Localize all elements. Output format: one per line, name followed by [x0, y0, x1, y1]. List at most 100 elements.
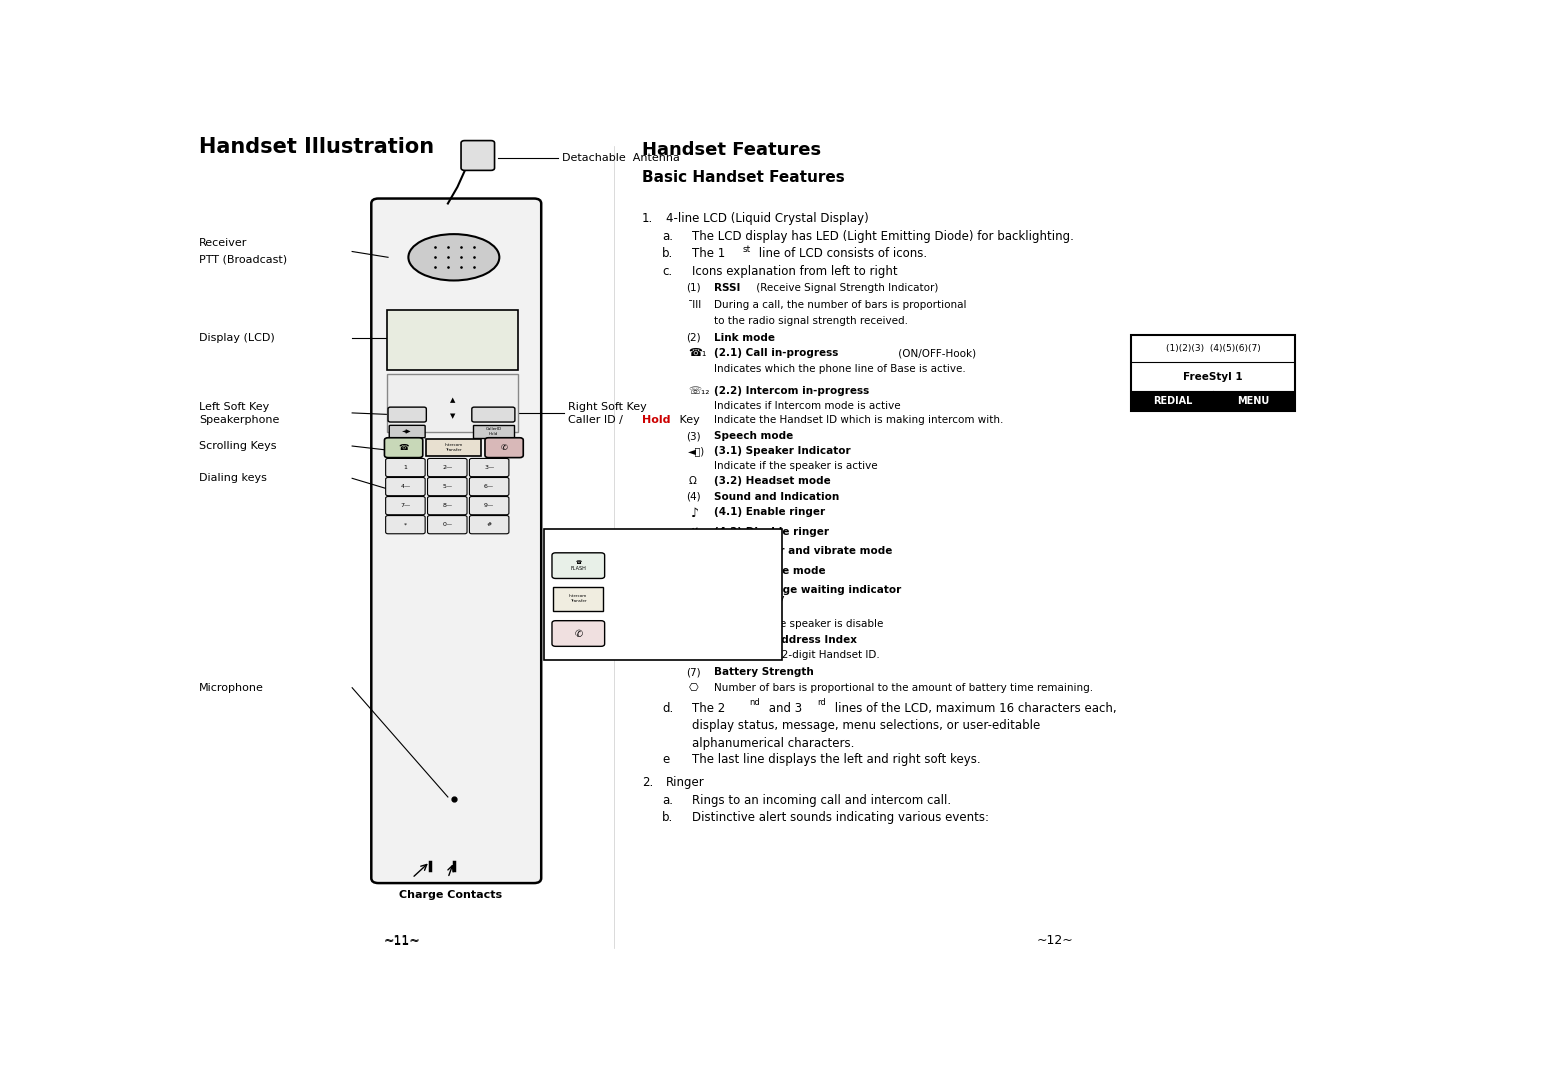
Text: stand by mode from menu: stand by mode from menu: [613, 636, 752, 647]
Text: Left Soft Key: Left Soft Key: [199, 402, 269, 412]
Text: (•): (•): [687, 567, 703, 576]
Text: : Talk / Flash key: : Talk / Flash key: [613, 561, 699, 571]
Text: Rings to an incoming call and intercom call.: Rings to an incoming call and intercom c…: [692, 793, 951, 806]
FancyBboxPatch shape: [469, 516, 510, 534]
Text: Distinctive alert sounds indicating various events:: Distinctive alert sounds indicating vari…: [692, 811, 990, 825]
Bar: [1214, 391, 1294, 411]
Text: Dialing keys: Dialing keys: [199, 473, 267, 484]
Text: Right Soft Key: Right Soft Key: [568, 402, 647, 412]
Text: Number of bars is proportional to the amount of battery time remaining.: Number of bars is proportional to the am…: [713, 683, 1093, 692]
FancyBboxPatch shape: [553, 553, 605, 578]
Text: ✗: ✗: [689, 527, 699, 540]
Text: Indicates which the phone line of Base is active.: Indicates which the phone line of Base i…: [713, 364, 965, 374]
Text: 7—: 7—: [400, 503, 411, 508]
Text: ☎
FLASH: ☎ FLASH: [570, 560, 587, 571]
Text: key: key: [763, 593, 784, 604]
Text: Transfer: Transfer: [706, 593, 753, 604]
Text: 1: 1: [403, 465, 408, 470]
Text: Battery Strength: Battery Strength: [713, 666, 814, 677]
Text: PTT (Broadcast): PTT (Broadcast): [199, 255, 287, 264]
Text: Displays the 2-digit Handset ID.: Displays the 2-digit Handset ID.: [713, 650, 879, 660]
Text: alphanumerical characters.: alphanumerical characters.: [692, 736, 854, 749]
FancyBboxPatch shape: [553, 620, 605, 646]
Text: (7): (7): [686, 666, 701, 677]
Text: st: st: [743, 245, 750, 254]
Text: (5): (5): [686, 604, 701, 614]
Text: 5—: 5—: [442, 484, 452, 489]
Text: 11: 11: [690, 650, 706, 663]
Text: b.: b.: [662, 247, 673, 260]
Text: Receiver: Receiver: [199, 239, 247, 248]
Text: 2.: 2.: [642, 776, 653, 789]
Text: (4.3) Ringer and vibrate mode: (4.3) Ringer and vibrate mode: [713, 546, 892, 556]
Text: The LCD display has LED (Light Emitting Diode) for backlighting.: The LCD display has LED (Light Emitting …: [692, 230, 1075, 243]
FancyBboxPatch shape: [428, 497, 466, 515]
Text: REDIAL: REDIAL: [1153, 396, 1192, 405]
Text: During a call, the number of bars is proportional: During a call, the number of bars is pro…: [713, 300, 967, 311]
Text: Disable PA: Disable PA: [713, 604, 775, 614]
Text: (2.1) Call in-progress: (2.1) Call in-progress: [713, 348, 838, 358]
Text: Display (LCD): Display (LCD): [199, 332, 275, 343]
Text: Caller ID /: Caller ID /: [568, 415, 625, 426]
FancyBboxPatch shape: [428, 516, 466, 534]
Text: MENU: MENU: [1237, 396, 1269, 405]
Text: b.: b.: [662, 811, 673, 825]
Text: #: #: [486, 522, 493, 527]
FancyBboxPatch shape: [553, 587, 604, 611]
Text: ♫○: ♫○: [687, 546, 707, 556]
Text: ⍄: ⍄: [690, 619, 696, 629]
Text: 0—: 0—: [442, 522, 452, 527]
Text: ✆: ✆: [574, 629, 582, 639]
Text: Charge Contacts: Charge Contacts: [398, 890, 502, 900]
Text: (4.2) Disable ringer: (4.2) Disable ringer: [713, 527, 829, 538]
Text: ▼: ▼: [449, 413, 455, 419]
Text: Hold: Hold: [642, 415, 670, 426]
Text: ~12~: ~12~: [1036, 934, 1073, 947]
FancyBboxPatch shape: [472, 426, 514, 438]
FancyBboxPatch shape: [384, 438, 423, 458]
Text: (4.4) Vibrate mode: (4.4) Vibrate mode: [713, 567, 824, 576]
FancyBboxPatch shape: [388, 407, 426, 422]
Text: The 2: The 2: [692, 702, 726, 715]
Ellipse shape: [408, 234, 499, 281]
Text: ☎₁: ☎₁: [689, 348, 707, 358]
Text: Basic Handset Features: Basic Handset Features: [642, 170, 845, 185]
Text: Handset Features: Handset Features: [642, 142, 821, 159]
Text: lines of the LCD, maximum 16 characters each,: lines of the LCD, maximum 16 characters …: [831, 702, 1116, 715]
Text: (6): (6): [686, 634, 701, 645]
Text: ✆: ✆: [500, 443, 508, 453]
Text: (1)(2)(3)  (4)(5)(6)(7): (1)(2)(3) (4)(5)(6)(7): [1166, 344, 1260, 353]
Text: Icons explanation from left to right: Icons explanation from left to right: [692, 264, 897, 277]
Text: Ω: Ω: [689, 476, 696, 486]
FancyBboxPatch shape: [386, 497, 425, 515]
Text: 8—: 8—: [442, 503, 452, 508]
Text: e: e: [662, 754, 669, 766]
FancyBboxPatch shape: [428, 458, 466, 476]
Text: The 1: The 1: [692, 247, 726, 260]
Text: Sound and Indication: Sound and Indication: [713, 491, 838, 502]
FancyBboxPatch shape: [472, 407, 514, 422]
Text: ▲: ▲: [449, 397, 455, 403]
Text: ⎔: ⎔: [689, 683, 698, 692]
FancyBboxPatch shape: [469, 458, 510, 476]
Text: ☏₁₂: ☏₁₂: [689, 386, 710, 396]
FancyBboxPatch shape: [386, 516, 425, 534]
Text: ¯III: ¯III: [689, 300, 703, 311]
Text: : End key; Power On/Off; Back to: : End key; Power On/Off; Back to: [613, 620, 783, 630]
Text: ♪: ♪: [690, 507, 699, 520]
Text: Indicate if the speaker is disable: Indicate if the speaker is disable: [713, 619, 883, 629]
Text: (4.5) Message waiting indicator: (4.5) Message waiting indicator: [713, 585, 900, 596]
Text: ◄⧁): ◄⧁): [689, 446, 706, 456]
Text: Intercom
Transfer: Intercom Transfer: [445, 443, 463, 452]
Text: 6—: 6—: [485, 484, 494, 489]
Text: 3—: 3—: [483, 465, 494, 470]
FancyBboxPatch shape: [543, 529, 781, 660]
Text: Ringer: Ringer: [665, 776, 704, 789]
Text: Scrolling Keys: Scrolling Keys: [199, 441, 276, 452]
Text: (1): (1): [686, 283, 701, 293]
FancyBboxPatch shape: [485, 438, 523, 458]
FancyBboxPatch shape: [469, 497, 510, 515]
FancyBboxPatch shape: [386, 458, 425, 476]
Text: to the radio signal strength received.: to the radio signal strength received.: [713, 316, 908, 326]
Text: line of LCD consists of icons.: line of LCD consists of icons.: [755, 247, 928, 260]
